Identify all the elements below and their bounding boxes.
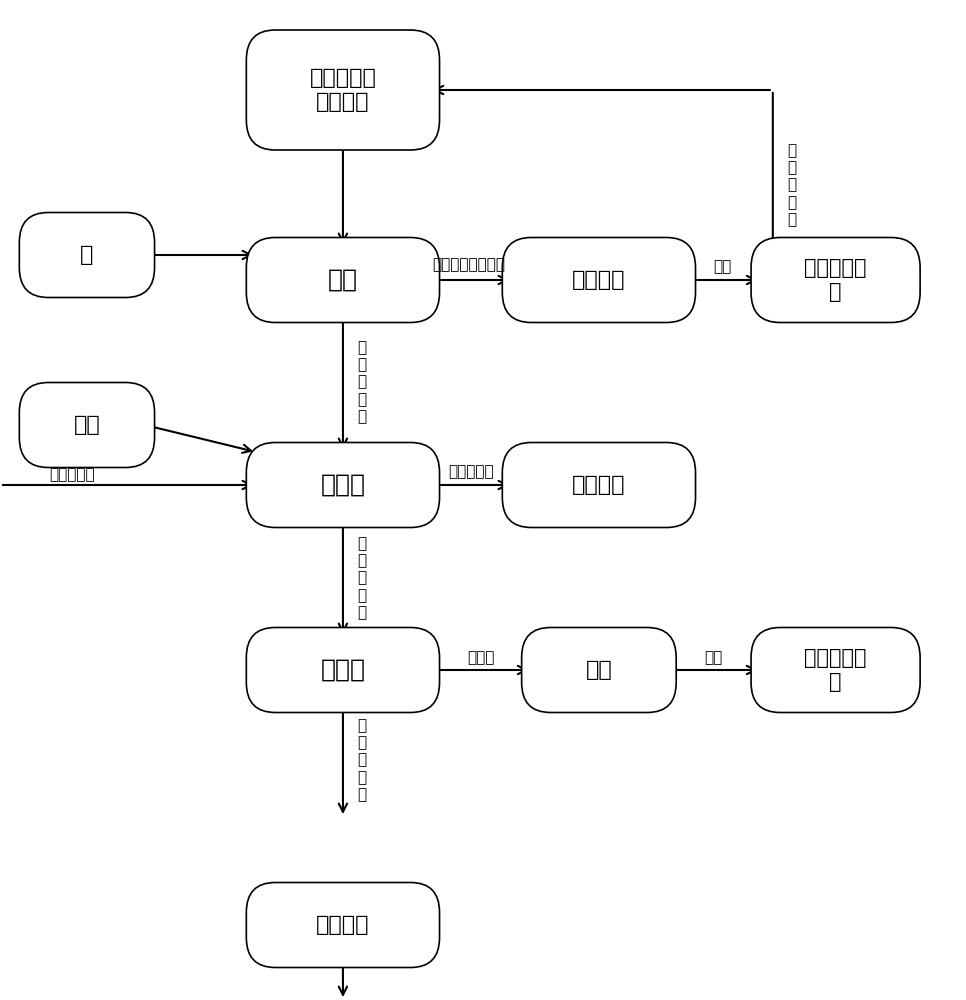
Text: 蒸发结晶: 蒸发结晶 xyxy=(572,475,626,495)
Text: 反渗透产水: 反渗透产水 xyxy=(49,468,96,483)
FancyBboxPatch shape xyxy=(246,237,440,322)
Text: 碱: 碱 xyxy=(80,245,94,265)
Text: 第
三
透
过
液: 第 三 透 过 液 xyxy=(357,718,367,802)
Text: 第
一
透
过
液: 第 一 透 过 液 xyxy=(357,340,367,424)
Text: 集中打包填
埋: 集中打包填 埋 xyxy=(805,648,867,692)
Text: 电渗析浓水: 电渗析浓水 xyxy=(448,464,495,480)
FancyBboxPatch shape xyxy=(522,628,676,712)
FancyBboxPatch shape xyxy=(502,237,696,322)
Text: 微滤: 微滤 xyxy=(327,268,358,292)
FancyBboxPatch shape xyxy=(246,882,440,968)
Text: 渗滤液膜处
理浓缩液: 渗滤液膜处 理浓缩液 xyxy=(309,68,377,112)
FancyBboxPatch shape xyxy=(502,442,696,527)
FancyBboxPatch shape xyxy=(246,628,440,712)
FancyBboxPatch shape xyxy=(246,30,440,150)
FancyBboxPatch shape xyxy=(19,213,155,298)
Text: 板框压滤: 板框压滤 xyxy=(572,270,626,290)
Text: 浓缩液: 浓缩液 xyxy=(468,650,495,666)
FancyBboxPatch shape xyxy=(752,628,920,712)
Text: 反渗透: 反渗透 xyxy=(321,658,365,682)
Text: 电
渗
析
淡
水: 电 渗 析 淡 水 xyxy=(357,536,367,620)
Text: 粉末: 粉末 xyxy=(704,650,722,666)
Text: 加酸: 加酸 xyxy=(73,415,100,435)
Text: 含沉淀物的截留液: 含沉淀物的截留液 xyxy=(432,257,505,272)
Text: 第
二
透
过
液: 第 二 透 过 液 xyxy=(787,143,797,227)
FancyBboxPatch shape xyxy=(246,442,440,527)
Text: 达标排放: 达标排放 xyxy=(316,915,370,935)
Text: 集中打包填
埋: 集中打包填 埋 xyxy=(805,258,867,302)
FancyBboxPatch shape xyxy=(19,383,155,468)
Text: 泥饼: 泥饼 xyxy=(714,259,731,274)
Text: 电渗析: 电渗析 xyxy=(321,473,365,497)
FancyBboxPatch shape xyxy=(752,237,920,322)
Text: 干燥: 干燥 xyxy=(585,660,612,680)
